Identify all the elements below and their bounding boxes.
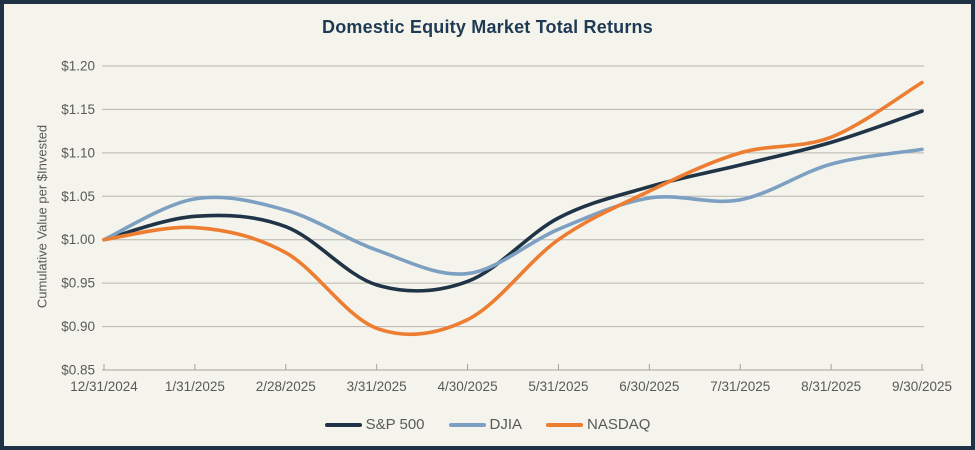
legend-label-sp500: S&P 500 xyxy=(365,416,425,433)
x-tick-label: 9/30/2025 xyxy=(892,379,952,394)
y-tick-label: $1.00 xyxy=(61,232,95,247)
nasdaq-line-swatch xyxy=(546,422,584,427)
legend: S&P 500 DJIA NASDAQ xyxy=(4,416,971,433)
y-tick-label: $0.90 xyxy=(61,319,95,334)
chart-title: Domestic Equity Market Total Returns xyxy=(322,17,653,37)
x-tick-label: 1/31/2025 xyxy=(165,379,225,394)
y-tick-label: $1.20 xyxy=(61,59,95,74)
line-chart: $0.85 $0.90 $0.95 $1.00 $1.05 $1.10 $1.15 $1.20… xyxy=(61,59,952,395)
sp500-line-swatch xyxy=(324,422,362,427)
x-tick-label: 4/30/2025 xyxy=(438,379,498,394)
x-tick-label: 2/28/2025 xyxy=(256,379,316,394)
y-tick-label: $1.05 xyxy=(61,189,95,204)
legend-item-sp500: S&P 500 xyxy=(324,416,425,433)
series-line-djia xyxy=(102,147,924,276)
y-tick-label: $0.95 xyxy=(61,276,95,291)
x-tick-label: 7/31/2025 xyxy=(710,379,770,394)
legend-label-nasdaq: NASDAQ xyxy=(587,416,651,433)
series-line-sp500 xyxy=(102,109,924,293)
x-tick-label: 5/31/2025 xyxy=(528,379,588,394)
legend-item-djia: DJIA xyxy=(448,416,523,433)
legend-item-nasdaq: NASDAQ xyxy=(546,416,650,433)
x-tick-label: 3/31/2025 xyxy=(347,379,407,394)
x-tick-label: 8/31/2025 xyxy=(801,379,861,394)
series-line-nasdaq xyxy=(102,80,924,337)
legend-label-djia: DJIA xyxy=(489,416,523,433)
x-tick-label: 6/30/2025 xyxy=(619,379,679,394)
x-tick-label: 12/31/2024 xyxy=(70,379,138,394)
y-tick-label: $0.85 xyxy=(61,363,95,378)
y-tick-label: $1.10 xyxy=(61,145,95,160)
djia-line-swatch xyxy=(448,422,486,427)
y-tick-label: $1.15 xyxy=(61,102,95,117)
